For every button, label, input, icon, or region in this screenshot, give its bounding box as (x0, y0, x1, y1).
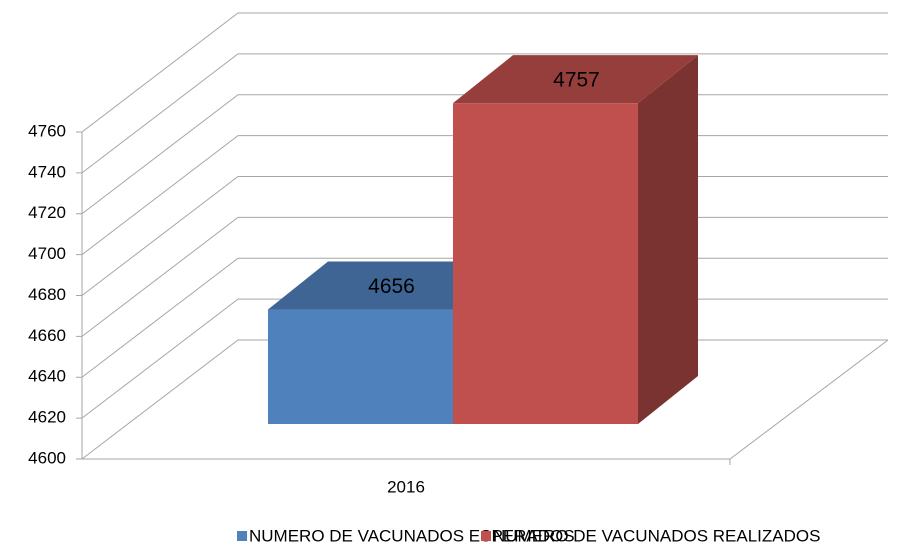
bar-side (638, 55, 698, 424)
bar-top (453, 55, 698, 104)
y-tick-label: 4640 (28, 367, 66, 386)
y-tick-label: 4740 (28, 162, 66, 181)
y-tick-label: 4600 (28, 448, 66, 467)
legend-label: NUMERO DE VACUNADOS REALIZADOS (493, 526, 820, 545)
value-label: 4656 (368, 275, 415, 298)
legend-swatch (481, 531, 491, 541)
bar-top (268, 261, 513, 310)
y-tick-label: 4700 (28, 244, 66, 263)
y-tick-label: 4620 (28, 408, 66, 427)
grid-line (81, 12, 888, 133)
bar (268, 309, 453, 424)
y-tick-label: 4660 (28, 326, 66, 345)
x-tick-label: 2016 (387, 477, 425, 496)
y-tick-label: 4680 (28, 285, 66, 304)
grid-line (81, 53, 888, 174)
y-tick-label: 4720 (28, 203, 66, 222)
y-tick-label: 4760 (28, 121, 66, 140)
value-label: 4757 (553, 69, 600, 92)
legend-label: NUMERO DE VACUNADOS ESPERADOS (249, 526, 575, 545)
bar (453, 103, 638, 424)
legend-swatch (237, 531, 247, 541)
